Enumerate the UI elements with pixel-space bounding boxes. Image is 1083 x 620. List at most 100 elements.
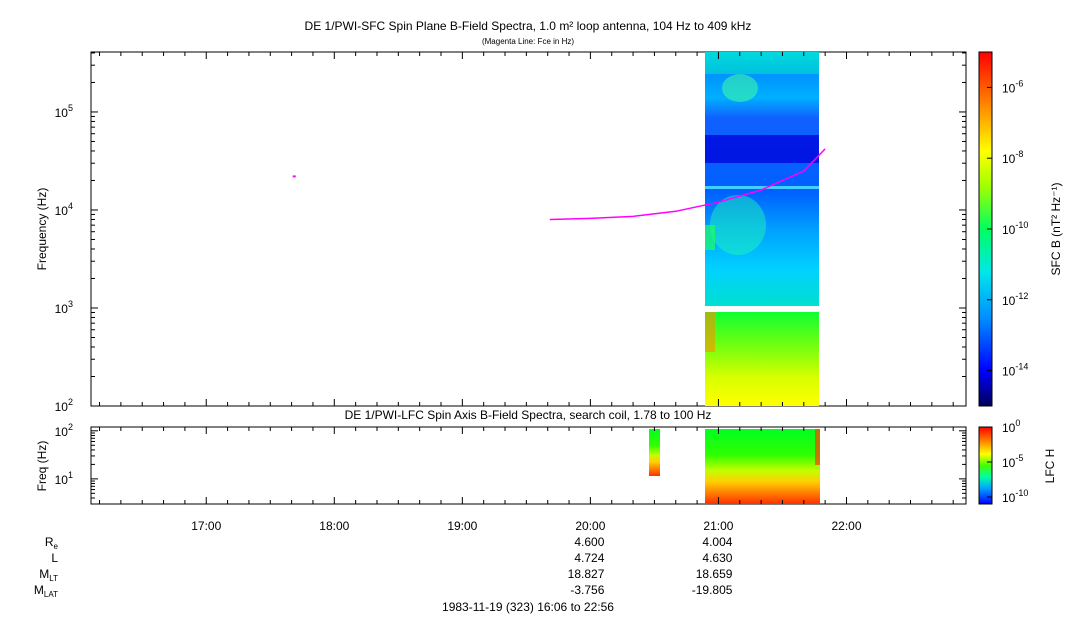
bottom-panel-title: DE 1/PWI-LFC Spin Axis B-Field Spectra, … (345, 408, 712, 422)
sfc-colorbar-tick-label-base: 10 (1002, 223, 1016, 237)
x-tick-label: 19:00 (447, 519, 477, 533)
lfc-colorbar-tick-label: 100 (1002, 418, 1020, 435)
sfc-dark-band (705, 135, 819, 163)
sfc-y-tick-label-base: 10 (55, 400, 69, 414)
sfc-emission-patch (722, 74, 758, 102)
sfc-colorbar-tick-label-exponent: -14 (1015, 362, 1028, 372)
sfc-y-tick-label-base: 10 (55, 106, 69, 120)
lfc-colorbar-tick-label-base: 10 (1002, 421, 1016, 435)
sfc-y-tick-label-base: 10 (55, 302, 69, 316)
sfc-y-tick-label-exponent: 3 (68, 299, 73, 309)
sfc-y-tick-label-exponent: 5 (68, 103, 73, 113)
sfc-y-tick-label-exponent: 2 (68, 397, 73, 407)
ephemeris-value: -19.805 (692, 583, 733, 597)
sfc-emission-patch (710, 195, 766, 255)
ephemeris-label: L (51, 551, 58, 565)
lfc-y-axis-label: Freq (Hz) (35, 441, 49, 492)
sfc-y-tick-label: 103 (55, 299, 73, 316)
x-tick-label: 17:00 (191, 519, 221, 533)
sfc-colorbar-tick-label-exponent: -10 (1015, 220, 1028, 230)
fce-point (292, 175, 296, 178)
sfc-colorbar-tick-label: 10-14 (1002, 362, 1028, 379)
x-tick-label: 22:00 (831, 519, 861, 533)
sfc-colorbar-tick-label-exponent: -6 (1015, 78, 1023, 88)
ephemeris-label-sub: LAT (44, 590, 58, 599)
lfc-colorbar-tick-label-exponent: -5 (1015, 453, 1023, 463)
lfc-block-main (705, 429, 820, 504)
sfc-colorbar-tick-label-exponent: -12 (1015, 291, 1028, 301)
ephemeris-label-sub: LT (49, 574, 58, 583)
lfc-colorbar-label: LFC H (1043, 449, 1057, 484)
lfc-colorbar-scale (978, 426, 993, 505)
lfc-y-tick-label-exponent: 2 (68, 422, 73, 432)
lfc-colorbar-tick-label: 10-10 (1002, 488, 1028, 505)
ephemeris-value: 18.659 (696, 567, 733, 581)
lfc-y-tick-label-base: 10 (55, 425, 69, 439)
sfc-line-band (705, 186, 819, 189)
sfc-y-tick-label-exponent: 4 (68, 201, 73, 211)
sfc-low-freq-block (705, 312, 819, 406)
x-tick-label: 20:00 (575, 519, 605, 533)
lfc-y-tick-label-base: 10 (55, 473, 69, 487)
ephemeris-value: 4.724 (574, 551, 604, 565)
sfc-high-freq-block (705, 52, 819, 306)
time-range-footer: 1983-11-19 (323) 16:06 to 22:56 (442, 600, 614, 614)
ephemeris-value: 4.600 (574, 535, 604, 549)
sfc-colorbar-label: SFC B (nT² Hz⁻¹) (1049, 183, 1063, 276)
sfc-block-top-band (705, 52, 819, 74)
ephemeris-label-main: M (34, 583, 44, 597)
sfc-colorbar-tick-label-base: 10 (1002, 365, 1016, 379)
sfc-colorbar-tick-label-exponent: -8 (1015, 149, 1023, 159)
ephemeris-label: MLAT (34, 583, 58, 599)
ephemeris-value: 4.630 (702, 551, 732, 565)
sfc-plot-frame (90, 51, 967, 407)
sfc-colorbar-tick-label-base: 10 (1002, 81, 1016, 95)
sfc-y-axis-label: Frequency (Hz) (35, 188, 49, 271)
ephemeris-label-main: R (45, 535, 54, 549)
sfc-colorbar-tick-label: 10-10 (1002, 220, 1028, 237)
sfc-colorbar-tick-label: 10-12 (1002, 291, 1028, 308)
sfc-colorbar-tick-label: 10-6 (1002, 78, 1023, 95)
ephemeris-label-main: L (51, 551, 58, 565)
sfc-colorbar-tick-label-base: 10 (1002, 152, 1016, 166)
sfc-colorbar-tick-label: 10-8 (1002, 149, 1023, 166)
ephemeris-label: Re (45, 535, 59, 551)
lfc-block-edge (815, 429, 820, 465)
fce-curve (549, 148, 826, 221)
sfc-y-tick-label: 105 (55, 103, 73, 120)
lfc-plot-frame (90, 426, 967, 505)
sfc-colorbar-tick-label-base: 10 (1002, 294, 1016, 308)
lfc-colorbar-tick-label-base: 10 (1002, 491, 1016, 505)
ephemeris-label-sub: e (54, 542, 59, 551)
sfc-low-edge (705, 312, 715, 352)
ephemeris-label-main: M (39, 567, 49, 581)
top-panel-title: DE 1/PWI-SFC Spin Plane B-Field Spectra,… (305, 19, 752, 33)
x-tick-label: 21:00 (703, 519, 733, 533)
ephemeris-value: 4.004 (702, 535, 732, 549)
ephemeris-value: 18.827 (568, 567, 605, 581)
ephemeris-value: -3.756 (570, 583, 604, 597)
ephemeris-label: MLT (39, 567, 58, 583)
lfc-y-tick-label: 101 (55, 470, 73, 487)
time-axis: 17:00 18:00 19:00 20:00 21:00 22:00 (99, 52, 954, 533)
lfc-y-tick-label-exponent: 1 (68, 470, 73, 480)
fce-line (292, 148, 826, 221)
lfc-y-tick-label: 102 (55, 422, 73, 439)
sfc-y-tick-label: 102 (55, 397, 73, 414)
lfc-colorbar-tick-label-exponent: -10 (1015, 488, 1028, 498)
top-panel-subtitle: (Magenta Line: Fce in Hz) (482, 37, 574, 46)
lfc-block-early (649, 429, 660, 476)
sfc-y-tick-label-base: 10 (55, 204, 69, 218)
x-tick-label: 18:00 (319, 519, 349, 533)
sfc-y-tick-label: 104 (55, 201, 73, 218)
sfc-emission-patch (705, 225, 715, 250)
lfc-colorbar-tick-label-exponent: 0 (1015, 418, 1020, 428)
